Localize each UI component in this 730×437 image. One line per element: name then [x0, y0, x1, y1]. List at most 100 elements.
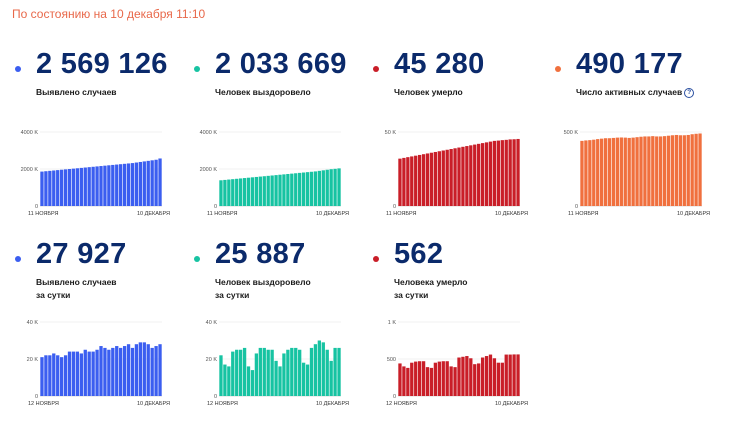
x-tick-label: 11 НОЯБРЯ — [207, 211, 237, 217]
chart-bar — [662, 136, 667, 206]
x-tick-label: 10 ДЕКАБРЯ — [316, 211, 349, 217]
chart-bar — [643, 136, 647, 206]
stat-card-daily_recovered: 25 887 Человек выздоровело за сутки 0 20 K 4… — [191, 232, 363, 437]
stat-card-total: 2 569 126 Выявлено случаев 0 2000 K 4000 K 11… — [12, 42, 184, 247]
chart-bar — [417, 361, 422, 396]
bullet-dot-icon — [15, 66, 21, 72]
chart-bar — [651, 136, 655, 206]
y-tick-label: 0 — [393, 204, 396, 210]
chart-bar — [596, 139, 600, 206]
chart-bar — [79, 167, 83, 206]
chart-bar — [449, 366, 453, 396]
chart-bar — [262, 347, 266, 396]
chart-bar — [258, 176, 262, 206]
chart-bar — [484, 142, 489, 206]
chart-bar — [309, 347, 314, 396]
chart-bar — [87, 351, 91, 396]
stat-label-text: Выявлено случаев — [36, 87, 117, 97]
chart-bar — [469, 145, 473, 206]
x-tick-label: 10 ДЕКАБРЯ — [137, 401, 170, 407]
bar-chart: 0 2000 K 4000 K 11 НОЯБРЯ 10 ДЕКАБРЯ — [21, 130, 170, 217]
chart-bar — [130, 347, 135, 396]
chart-bar — [91, 351, 95, 396]
x-tick-label: 10 ДЕКАБРЯ — [495, 211, 528, 217]
chart-bar — [231, 351, 235, 396]
chart-bar — [414, 155, 418, 206]
chart-bar — [584, 140, 588, 206]
chart-bar — [325, 349, 329, 396]
chart-bar — [406, 367, 410, 396]
chart-bar — [282, 353, 286, 396]
chart-bar — [242, 347, 247, 396]
chart-bar — [449, 149, 453, 206]
stat-card-deaths: 45 280 Человек умерло 0 50 K 11 НОЯБРЯ 10 ДЕК… — [370, 42, 542, 247]
chart-bar — [465, 146, 469, 206]
chart-bar — [223, 364, 227, 396]
chart-bar — [119, 347, 123, 396]
chart-bar — [150, 347, 154, 396]
chart-bar — [512, 139, 516, 206]
stat-label: Человек выздоровело — [215, 86, 311, 99]
chart-bar — [477, 143, 481, 206]
chart-bar — [254, 176, 259, 206]
chart-bar — [56, 355, 60, 396]
chart-bar — [410, 156, 414, 206]
chart-bar — [107, 165, 111, 206]
stat-label: Человек умерло — [394, 86, 463, 99]
chart-bar — [154, 159, 158, 206]
chart-bar — [219, 180, 223, 206]
stat-card-active: 490 177 Число активных случаев? 0 500 K 11 Н… — [552, 42, 724, 247]
chart-bar — [52, 170, 56, 206]
chart-bar — [694, 133, 698, 206]
chart-bar — [235, 178, 239, 206]
chart-bar — [301, 362, 306, 396]
y-tick-label: 0 — [35, 204, 38, 210]
chart-bar — [313, 171, 318, 206]
info-icon[interactable]: ? — [684, 88, 695, 98]
chart-bar — [298, 172, 302, 206]
stat-label: Выявлено случаев — [36, 86, 117, 99]
chart-bar — [437, 361, 441, 396]
chart-bar — [686, 134, 690, 206]
chart-bar — [690, 134, 694, 206]
chart-bar — [329, 169, 333, 206]
chart-bar — [516, 354, 520, 396]
status-line: По состоянию на 10 декабря 11:10 — [12, 7, 206, 21]
chart-bar — [623, 137, 627, 206]
bar-chart: 0 2000 K 4000 K 11 НОЯБРЯ 10 ДЕКАБРЯ — [200, 130, 349, 217]
chart-bar — [473, 144, 477, 206]
chart-bar — [305, 172, 310, 206]
chart-bar — [138, 342, 143, 396]
chart-bar — [71, 351, 76, 396]
bullet-dot-icon — [373, 256, 379, 262]
chart-bar — [142, 342, 146, 396]
x-tick-label: 10 ДЕКАБРЯ — [495, 401, 528, 407]
chart-bar — [309, 171, 314, 206]
chart-bar — [274, 175, 278, 206]
bar-chart: 0 50 K 11 НОЯБРЯ 10 ДЕКАБРЯ — [385, 130, 528, 217]
chart-bar — [79, 353, 83, 396]
chart-bar — [437, 151, 441, 206]
chart-bar — [246, 177, 251, 206]
chart-bar — [647, 136, 651, 206]
chart-bar — [294, 347, 298, 396]
stat-label: Число активных случаев? — [576, 86, 695, 99]
chart-bar — [254, 353, 259, 396]
chart-bar — [95, 166, 99, 206]
chart-bar — [278, 174, 282, 206]
stat-label-text: Выявлено случаев за сутки — [36, 277, 117, 300]
chart-bar — [305, 364, 310, 396]
y-tick-label: 4000 K — [200, 130, 218, 136]
chart-bar — [410, 362, 414, 396]
chart-bar — [290, 347, 294, 396]
chart-bar — [599, 138, 604, 206]
chart-bar — [398, 363, 402, 396]
bar-chart: 0 20 K 40 K 12 НОЯБРЯ 10 ДЕКАБРЯ — [27, 320, 170, 407]
chart-bar — [469, 358, 473, 396]
chart-bar — [317, 340, 322, 396]
chart-bar — [235, 349, 239, 396]
chart-bar — [83, 349, 87, 396]
chart-bar — [99, 346, 103, 396]
chart-bar — [223, 179, 227, 206]
chart-bar — [414, 361, 418, 396]
